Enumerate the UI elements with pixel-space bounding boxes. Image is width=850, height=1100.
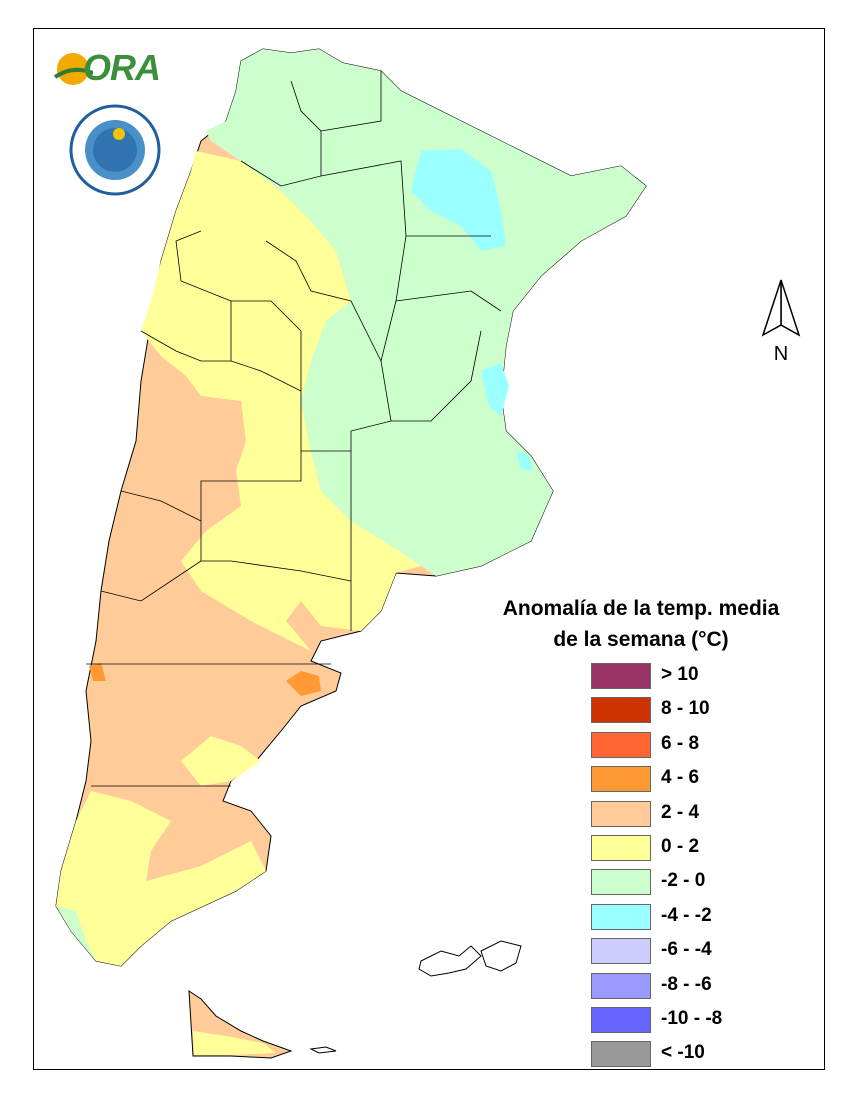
anomaly-map — [55, 48, 647, 1059]
legend-item: < -10 — [591, 1041, 791, 1069]
legend-label: -4 - -2 — [661, 904, 712, 926]
legend-label: 8 - 10 — [661, 698, 710, 720]
malvinas-islands — [418, 940, 522, 977]
legend-swatch — [591, 663, 651, 689]
legend-item: 0 - 2 — [591, 835, 791, 863]
region-mild-patch — [181, 736, 261, 786]
legend-item: -4 - -2 — [591, 903, 791, 932]
ora-logo: ORA — [53, 47, 163, 97]
legend-label: -6 - -4 — [661, 939, 712, 961]
region-cold-coast — [516, 451, 533, 471]
legend-swatch — [591, 1007, 651, 1033]
legend-title-line2: de la semana (°C) — [553, 628, 729, 651]
legend-swatch — [591, 938, 651, 965]
legend-item: > 10 — [591, 663, 791, 691]
region-cool-patagonia — [56, 906, 96, 961]
north-arrow-icon: N — [761, 279, 801, 365]
legend-swatch — [591, 766, 651, 793]
legend-label: 6 - 8 — [661, 732, 700, 754]
legend-title-line1: Anomalía de la temp. media — [502, 597, 780, 620]
legend-item: -10 - -8 — [591, 1007, 791, 1035]
north-label: N — [774, 343, 788, 365]
region-tdf-mild — [193, 1031, 276, 1055]
region-mild-south — [56, 791, 266, 966]
region-cold-east — [481, 363, 509, 416]
province-borders — [86, 71, 502, 787]
legend-swatch — [591, 972, 651, 999]
legend-item: 2 - 4 — [591, 800, 791, 829]
legend-swatch — [591, 731, 651, 758]
legend-label: -2 - 0 — [661, 870, 706, 892]
legend-swatch — [591, 869, 651, 896]
region-hot-peninsula — [286, 671, 321, 696]
legend-label: < -10 — [661, 1042, 705, 1064]
islas-de-los-estados — [309, 1046, 337, 1054]
smn-seal — [69, 104, 161, 196]
legend-label: > 10 — [661, 664, 699, 685]
sun-icon — [53, 53, 93, 85]
legend-item: -8 - -6 — [591, 972, 791, 1001]
region-cold-chaco — [411, 149, 506, 251]
legend-swatch — [591, 1041, 651, 1068]
legend-swatch — [591, 835, 651, 861]
legend-label: -10 - -8 — [661, 1008, 723, 1029]
legend-swatch — [591, 800, 651, 827]
legend-label: -8 - -6 — [661, 973, 712, 995]
map-frame: ORA N Anomalía de la temp. media de la s… — [33, 28, 825, 1070]
legend-swatch — [591, 697, 651, 724]
legend-label: 0 - 2 — [661, 836, 700, 857]
legend-item: -2 - 0 — [591, 869, 791, 897]
legend-item: 6 - 8 — [591, 731, 791, 760]
region-cool-northeast — [206, 49, 646, 576]
legend-label: 2 - 4 — [661, 801, 700, 823]
ora-logo-text: ORA — [83, 47, 161, 88]
legend-swatch — [591, 903, 651, 930]
legend-item: -6 - -4 — [591, 938, 791, 966]
legend-item: 8 - 10 — [591, 697, 791, 725]
legend: Anomalía de la temp. media de la semana … — [451, 593, 831, 1068]
legend-label: 4 - 6 — [661, 767, 700, 789]
legend-item: 4 - 6 — [591, 766, 791, 794]
region-hot-west — [89, 663, 106, 681]
